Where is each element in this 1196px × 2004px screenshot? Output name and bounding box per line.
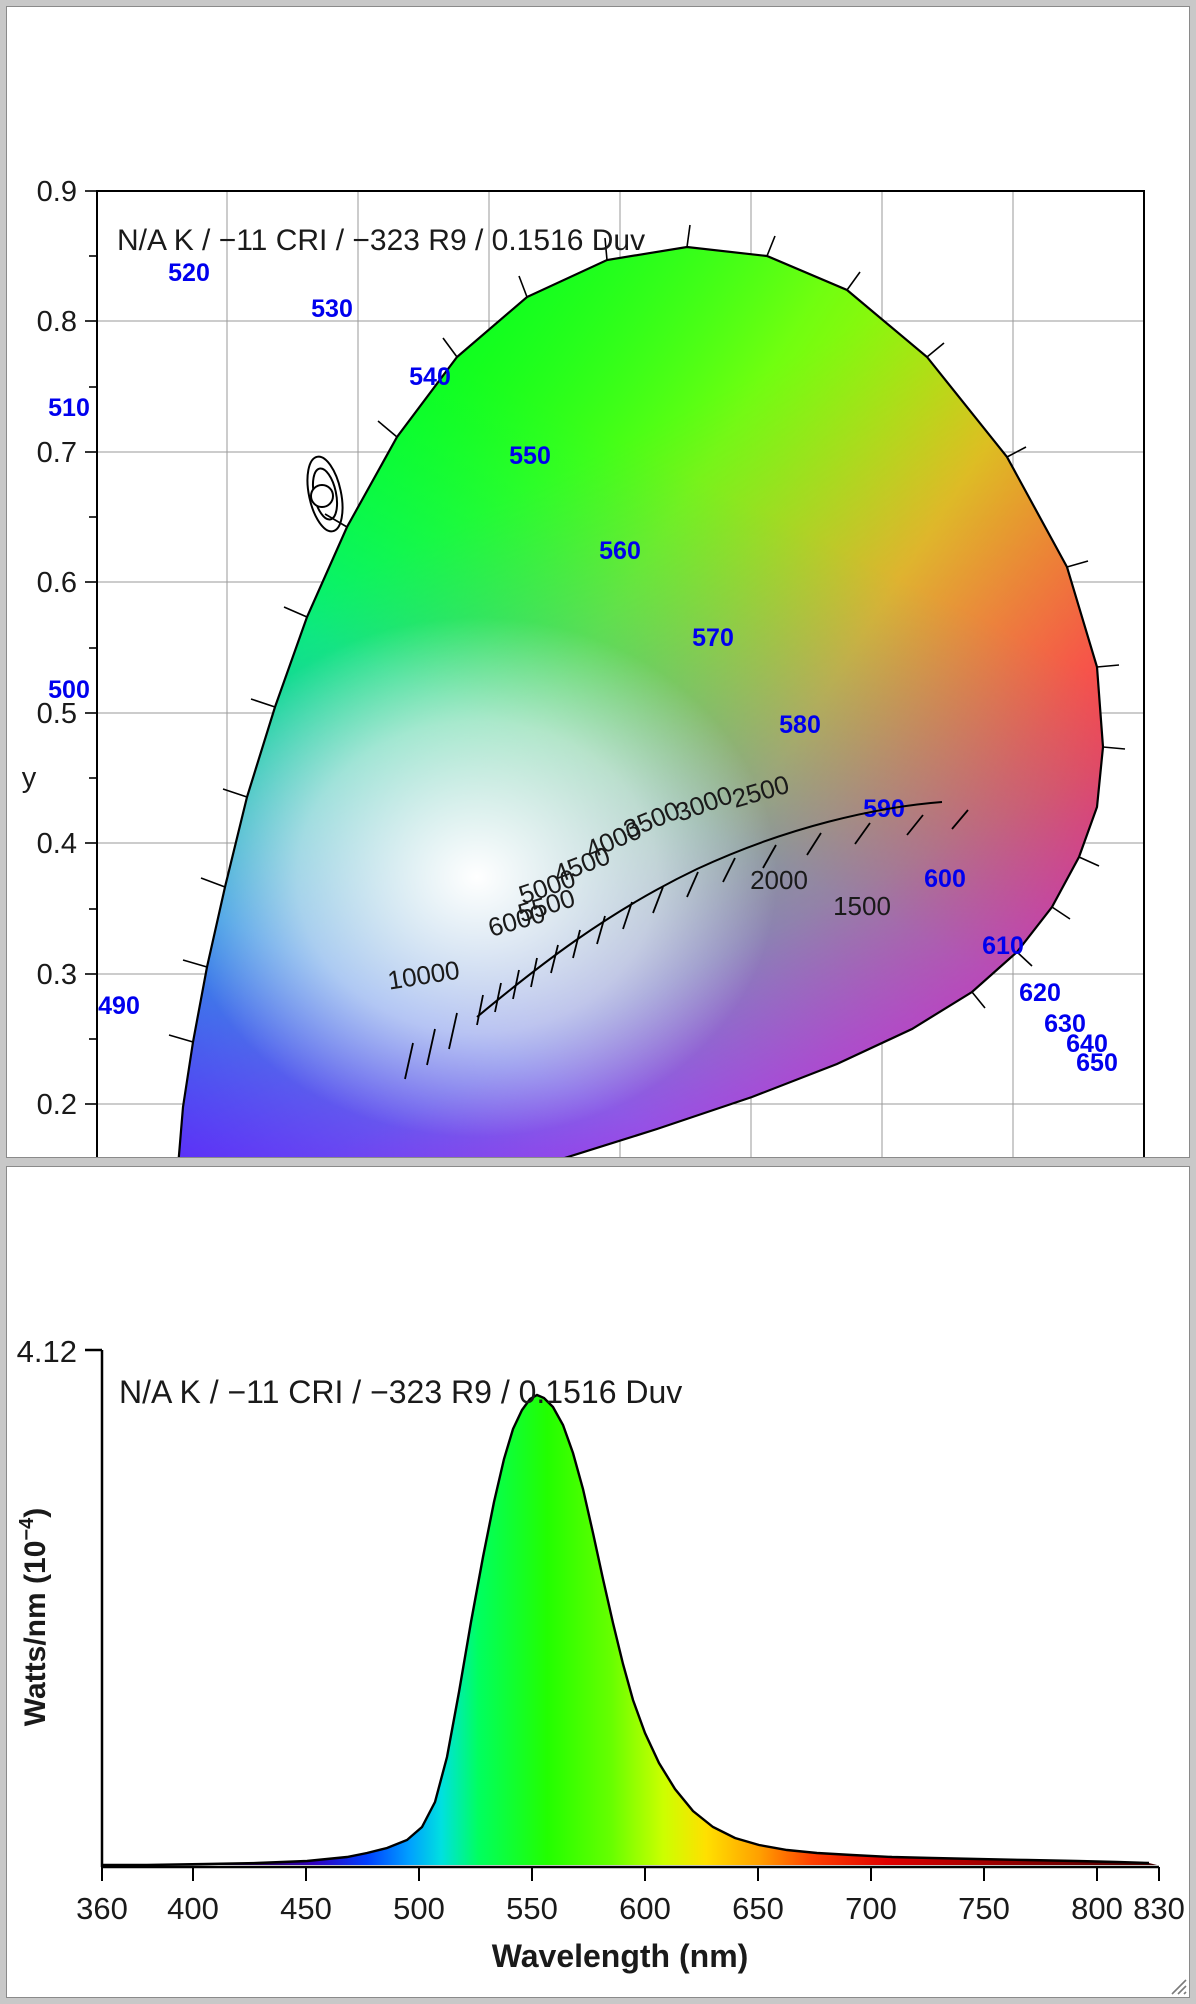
wl-label-630: 630 xyxy=(1044,1010,1086,1038)
spd-xtick-500: 500 xyxy=(393,1891,445,1926)
wl-label-490: 490 xyxy=(98,992,140,1020)
spd-xtick-450: 450 xyxy=(280,1891,332,1926)
cie-ytick-0.2: 0.2 xyxy=(37,1089,77,1121)
spd-xtick-360: 360 xyxy=(76,1891,128,1926)
wl-label-500: 500 xyxy=(48,676,90,704)
spectral-locus-outline xyxy=(177,245,1105,1157)
cie-ytick-0.9: 0.9 xyxy=(37,176,77,208)
wl-label-540: 540 xyxy=(409,363,451,391)
spd-xtick-550: 550 xyxy=(506,1891,558,1926)
wavelength-labels: 440 450 460 470 480 490 500 510 520 530 … xyxy=(48,259,1118,1077)
cie-ytick-0.3: 0.3 xyxy=(37,959,77,991)
white-point-marker xyxy=(310,484,334,508)
spd-xaxis-title: Wavelength (nm) xyxy=(492,1938,749,1974)
cie-ytick-0.6: 0.6 xyxy=(37,567,77,599)
wl-label-600: 600 xyxy=(924,865,966,893)
wl-label-520: 520 xyxy=(168,259,210,287)
resize-grip-icon[interactable] xyxy=(1169,1977,1187,1995)
cie-ytick-0.4: 0.4 xyxy=(37,828,77,860)
spd-xtick-600: 600 xyxy=(619,1891,671,1926)
spd-chart-title: N/A K / −11 CRI / −323 R9 / 0.1516 Duv xyxy=(119,1374,682,1410)
wl-label-550: 550 xyxy=(509,442,551,470)
cie-chart-svg: 440 450 460 470 480 490 500 510 520 530 … xyxy=(7,7,1189,1157)
cct-label-2000: 2000 xyxy=(750,865,808,895)
spectral-locus-ticks xyxy=(168,224,1126,1043)
wl-label-620: 620 xyxy=(1019,979,1061,1007)
macadam-ellipse-group xyxy=(306,455,344,533)
spd-xtick-750: 750 xyxy=(958,1891,1010,1926)
cie-chart-title: N/A K / −11 CRI / −323 R9 / 0.1516 Duv xyxy=(117,224,645,257)
wl-label-510: 510 xyxy=(48,394,90,422)
macadam-ellipse xyxy=(306,455,344,533)
spd-curve-outline xyxy=(102,1393,1150,1867)
wl-label-610: 610 xyxy=(982,932,1024,960)
cie-ytick-0.8: 0.8 xyxy=(37,306,77,338)
wl-label-650: 650 xyxy=(1076,1049,1118,1077)
cie-chromaticity-panel: 440 450 460 470 480 490 500 510 520 530 … xyxy=(6,6,1190,1158)
spd-xtick-830: 830 xyxy=(1133,1891,1185,1926)
cie-y-tick-labels: 0.9 0.8 0.7 0.6 0.5 0.4 0.3 0.2 0.1 0.0 xyxy=(37,176,77,1121)
wl-label-580: 580 xyxy=(779,711,821,739)
spd-yaxis-title: Watts/nm (10 xyxy=(19,1541,52,1727)
cie-ytick-0.5: 0.5 xyxy=(37,698,77,730)
wl-label-570: 570 xyxy=(692,624,734,652)
spd-xtick-400: 400 xyxy=(167,1891,219,1926)
spd-ymax-label: 4.12 xyxy=(17,1334,77,1369)
spd-xtick-700: 700 xyxy=(845,1891,897,1926)
wl-label-640: 640 xyxy=(1066,1030,1108,1058)
cct-label-1500: 1500 xyxy=(833,891,891,921)
svg-text:Watts/nm (10−4): Watts/nm (10−4) xyxy=(16,1508,52,1726)
spd-x-ticks xyxy=(101,1867,1160,1881)
spd-xtick-650: 650 xyxy=(732,1891,784,1926)
spd-yaxis-title-tail: ) xyxy=(19,1508,52,1518)
wl-label-560: 560 xyxy=(599,537,641,565)
spd-yaxis-exponent: −4 xyxy=(16,1517,38,1541)
wl-label-530: 530 xyxy=(311,295,353,323)
planckian-locus xyxy=(404,801,969,1080)
spd-panel: 360 400 450 500 550 600 650 700 750 800 … xyxy=(6,1166,1190,1998)
spd-chart-svg: 360 400 450 500 550 600 650 700 750 800 … xyxy=(7,1167,1189,1997)
spd-x-tick-labels: 360 400 450 500 550 600 650 700 750 800 … xyxy=(76,1891,1185,1926)
spd-yaxis-title-group: Watts/nm (10−4) xyxy=(16,1508,52,1726)
spd-xtick-800: 800 xyxy=(1071,1891,1123,1926)
cie-axis-ticks xyxy=(85,190,97,1105)
cie-yaxis-title: y xyxy=(22,762,37,794)
cie-ytick-0.7: 0.7 xyxy=(37,437,77,469)
